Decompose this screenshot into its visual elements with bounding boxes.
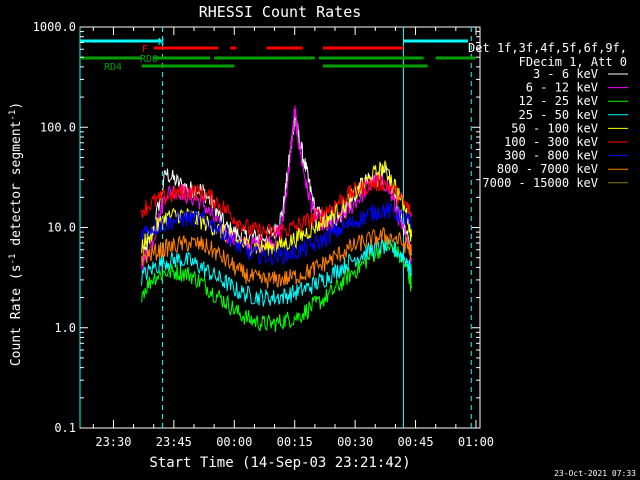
y-axis-label: Count Rate (s-1 detector segment-1) [8,102,24,366]
series-line-7 [141,226,412,289]
y-tick-label-1: 1.0 [54,321,76,335]
legend-header-line2: FDecim 1, Att 0 [519,55,627,69]
legend-label-8: 7000 - 15000 keV [482,176,598,190]
x-tick-label-3: 00:15 [277,435,313,449]
legend-label-5: 100 - 300 keV [504,135,598,149]
state-label-n: N [158,37,164,48]
y-axis-label-exponent: -1 [8,254,18,265]
x-tick-label-2: 00:00 [216,435,252,449]
y-axis-label-prefix: Count Rate (s [9,264,24,366]
axes-ticks: 0.1 1.0 10.0 100.0 1000.0 23:30 23:45 00:00 00:1… [33,20,494,449]
y-tick-label-2: 10.0 [47,221,76,235]
series-line-6 [141,202,412,267]
x-tick-label-4: 00:30 [337,435,373,449]
x-tick-label-0: 23:30 [95,435,131,449]
state-label-rd0: RD0 [140,54,158,65]
series-line-3 [141,237,412,307]
chart-title: RHESSI Count Rates [199,3,362,21]
series-line-5 [141,174,412,243]
legend-label-1: 6 - 12 keV [526,81,598,95]
y-tick-label-0: 0.1 [54,421,76,435]
x-axis-label: Start Time (14-Sep-03 23:21:42) [149,455,410,471]
y-tick-label-4: 1000.0 [33,20,76,34]
legend-label-4: 50 - 100 keV [511,121,598,135]
legend-label-6: 300 - 800 keV [504,149,598,163]
state-label-rd4: RD4 [104,62,122,73]
x-tick-label-5: 00:45 [397,435,433,449]
legend: Det 1f,3f,4f,5f,6f,9f, FDecim 1, Att 0 3… [468,41,628,190]
y-tick-label-3: 100.0 [40,120,76,134]
legend-label-2: 12 - 25 keV [519,94,598,108]
legend-label-7: 800 - 7000 keV [497,162,598,176]
y-axis-label-suffix: detector segment [9,121,24,254]
state-label-f: F [142,44,148,55]
footer-date: 23-Oct-2021 07:33 [554,469,636,478]
legend-label-3: 25 - 50 keV [519,108,598,122]
y-axis-label-exponent-2: -1 [8,110,18,121]
legend-label-0: 3 - 6 keV [533,67,598,81]
series-layer [141,105,412,333]
x-tick-label-1: 23:45 [156,435,192,449]
x-tick-label-6: 01:00 [458,435,494,449]
series-line-4 [141,159,412,256]
legend-header-line1: Det 1f,3f,4f,5f,6f,9f, [468,41,627,55]
y-axis-label-close: ) [9,102,24,110]
